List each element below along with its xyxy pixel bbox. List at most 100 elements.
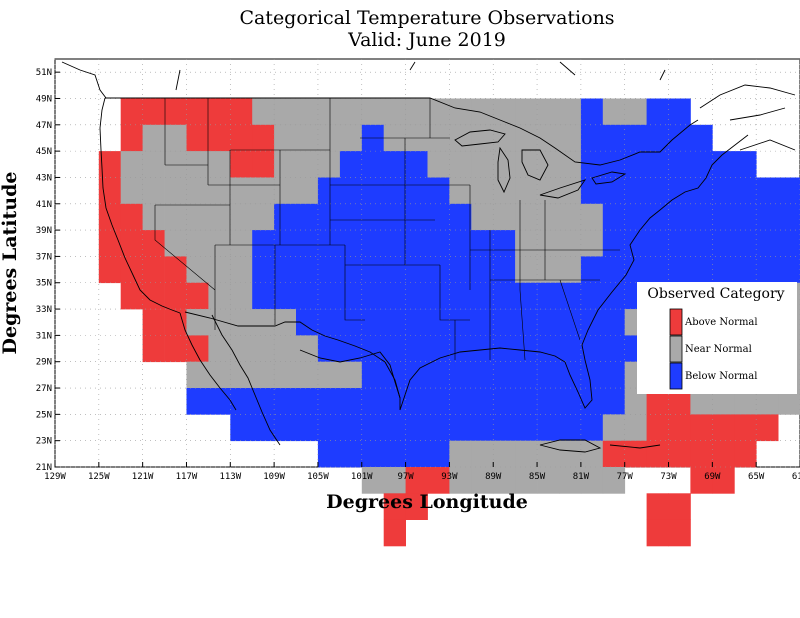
category-cell <box>339 151 363 178</box>
category-cell <box>208 388 231 415</box>
category-cell <box>537 440 560 468</box>
category-cell <box>120 98 143 126</box>
category-cell <box>230 335 253 363</box>
category-cell <box>186 203 209 231</box>
category-cell <box>602 124 626 152</box>
category-cell <box>646 388 669 415</box>
legend-background <box>637 282 797 394</box>
category-cell <box>537 467 560 494</box>
category-cell <box>361 256 385 284</box>
category-cell <box>602 335 626 363</box>
category-cell <box>449 440 472 468</box>
category-cell <box>186 361 209 389</box>
category-cell <box>734 440 757 468</box>
category-cell <box>296 335 319 363</box>
category-cell <box>580 282 604 310</box>
category-cell <box>537 98 560 126</box>
category-cell <box>230 361 253 389</box>
category-cell <box>427 203 450 231</box>
category-cell <box>580 230 604 257</box>
category-cell <box>734 414 757 442</box>
category-cell <box>252 388 275 415</box>
category-cell <box>537 256 560 284</box>
category-cell <box>361 309 385 336</box>
category-cell <box>493 282 516 310</box>
category-cell <box>756 177 779 205</box>
category-cell <box>361 361 385 389</box>
category-cell <box>602 309 626 336</box>
state-boundaries <box>154 98 620 361</box>
category-cell <box>471 361 494 389</box>
legend-swatch <box>669 335 683 363</box>
category-cell <box>383 414 406 442</box>
latitude-tick-label: 49N <box>36 94 52 104</box>
category-cell <box>339 177 363 205</box>
category-cell <box>646 124 669 152</box>
category-cell <box>559 388 582 415</box>
category-cell <box>427 467 450 494</box>
legend-label: Below Normal <box>685 371 757 382</box>
category-cell <box>756 414 779 442</box>
category-cell <box>515 98 538 126</box>
category-cell <box>668 493 691 520</box>
category-cell <box>602 414 626 442</box>
category-cell <box>98 230 122 257</box>
map-title: Categorical Temperature Observations <box>239 7 614 29</box>
category-cell <box>668 256 691 284</box>
category-cell <box>142 309 165 336</box>
category-cell <box>427 98 450 126</box>
category-cell <box>493 440 516 468</box>
category-cell <box>580 203 604 231</box>
category-cell <box>690 388 713 415</box>
category-cell <box>537 309 560 336</box>
category-cell <box>120 203 143 231</box>
pacific-coastline <box>99 97 181 314</box>
category-cell <box>712 440 735 468</box>
category-cell <box>449 467 472 494</box>
longitude-tick-label: 109W <box>263 472 285 482</box>
category-cell <box>449 177 472 205</box>
category-cell <box>668 519 691 547</box>
category-cell <box>646 493 669 520</box>
category-cell <box>361 467 385 494</box>
category-cell <box>427 309 450 336</box>
category-cell <box>296 203 319 231</box>
category-cell <box>383 335 406 363</box>
category-cell <box>559 230 582 257</box>
longitude-tick-label: 81W <box>573 472 590 482</box>
category-cell <box>515 282 538 310</box>
category-cell <box>580 388 604 415</box>
category-cell <box>317 203 341 231</box>
category-cell <box>142 282 165 310</box>
category-cell <box>361 98 385 126</box>
category-cell <box>712 177 735 205</box>
category-cell <box>778 177 800 205</box>
category-cell <box>668 388 691 415</box>
category-cell <box>493 230 516 257</box>
category-cell <box>164 256 187 284</box>
latitude-tick-label: 51N <box>36 68 52 78</box>
category-cell <box>252 361 275 389</box>
category-cell <box>712 151 735 178</box>
category-cell <box>383 309 406 336</box>
category-cell <box>624 98 647 126</box>
category-cell <box>668 124 691 152</box>
lake-erie <box>539 179 587 199</box>
category-cell <box>668 151 691 178</box>
latitude-tick-label: 21N <box>36 463 52 473</box>
category-cell <box>405 98 428 126</box>
category-cell <box>296 98 319 126</box>
category-cell <box>624 151 647 178</box>
category-cell <box>317 177 341 205</box>
category-cell <box>624 256 647 284</box>
category-cell <box>449 151 472 178</box>
category-cell <box>624 230 647 257</box>
category-cell <box>427 414 450 442</box>
latitude-tick-label: 31N <box>36 331 52 341</box>
category-cell <box>405 493 428 520</box>
category-cell <box>471 203 494 231</box>
lake-michigan <box>497 146 511 194</box>
legend-label: Near Normal <box>685 344 752 355</box>
legend-items: Above Normal Near Normal Below Normal <box>669 308 758 390</box>
category-cell <box>164 203 187 231</box>
